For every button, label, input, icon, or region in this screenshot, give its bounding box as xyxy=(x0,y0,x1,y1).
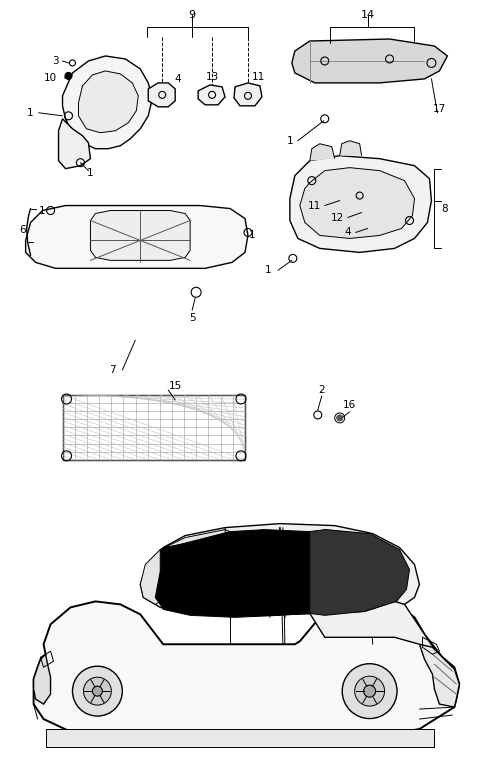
Text: 1: 1 xyxy=(249,231,255,240)
Text: 9: 9 xyxy=(189,10,196,20)
Polygon shape xyxy=(62,56,152,149)
Polygon shape xyxy=(310,529,405,613)
Polygon shape xyxy=(300,167,415,239)
Ellipse shape xyxy=(84,677,111,705)
Ellipse shape xyxy=(93,686,102,696)
Polygon shape xyxy=(25,206,248,268)
Text: 2: 2 xyxy=(318,385,325,395)
Text: 8: 8 xyxy=(441,203,448,213)
Text: 1: 1 xyxy=(287,136,293,145)
Circle shape xyxy=(65,73,72,80)
Ellipse shape xyxy=(72,666,122,716)
Polygon shape xyxy=(290,156,432,253)
Polygon shape xyxy=(198,85,225,105)
Polygon shape xyxy=(90,210,190,260)
Text: 5: 5 xyxy=(189,314,195,323)
Text: 13: 13 xyxy=(205,72,219,82)
Text: 16: 16 xyxy=(343,400,356,410)
Polygon shape xyxy=(140,524,420,615)
Text: 1: 1 xyxy=(264,265,271,275)
Ellipse shape xyxy=(364,685,376,697)
Polygon shape xyxy=(420,644,459,707)
Text: 1: 1 xyxy=(39,206,46,216)
Text: 15: 15 xyxy=(168,381,182,391)
Text: 11: 11 xyxy=(252,72,264,82)
Text: 7: 7 xyxy=(109,365,116,375)
Polygon shape xyxy=(59,119,90,169)
Polygon shape xyxy=(310,144,335,160)
Polygon shape xyxy=(155,529,267,604)
Text: 11: 11 xyxy=(308,200,322,210)
Text: 1: 1 xyxy=(87,167,94,178)
Text: 1: 1 xyxy=(27,108,34,118)
Polygon shape xyxy=(34,599,459,744)
Polygon shape xyxy=(160,529,310,617)
Polygon shape xyxy=(310,529,409,615)
Polygon shape xyxy=(383,576,396,590)
Ellipse shape xyxy=(342,664,397,719)
Polygon shape xyxy=(234,83,262,106)
Polygon shape xyxy=(34,655,50,704)
Text: 17: 17 xyxy=(433,104,446,114)
Polygon shape xyxy=(292,39,447,83)
Text: 4: 4 xyxy=(344,228,351,238)
Text: 6: 6 xyxy=(19,225,26,235)
Text: 12: 12 xyxy=(331,213,344,223)
Text: 4: 4 xyxy=(175,74,181,84)
Polygon shape xyxy=(148,83,175,107)
Ellipse shape xyxy=(355,676,384,706)
Polygon shape xyxy=(46,729,434,747)
Text: 10: 10 xyxy=(44,73,57,83)
Polygon shape xyxy=(310,601,434,649)
Text: 3: 3 xyxy=(52,56,59,66)
Text: 14: 14 xyxy=(360,10,375,20)
Polygon shape xyxy=(78,71,138,133)
Polygon shape xyxy=(340,141,361,156)
Polygon shape xyxy=(140,529,230,604)
Circle shape xyxy=(336,415,343,421)
